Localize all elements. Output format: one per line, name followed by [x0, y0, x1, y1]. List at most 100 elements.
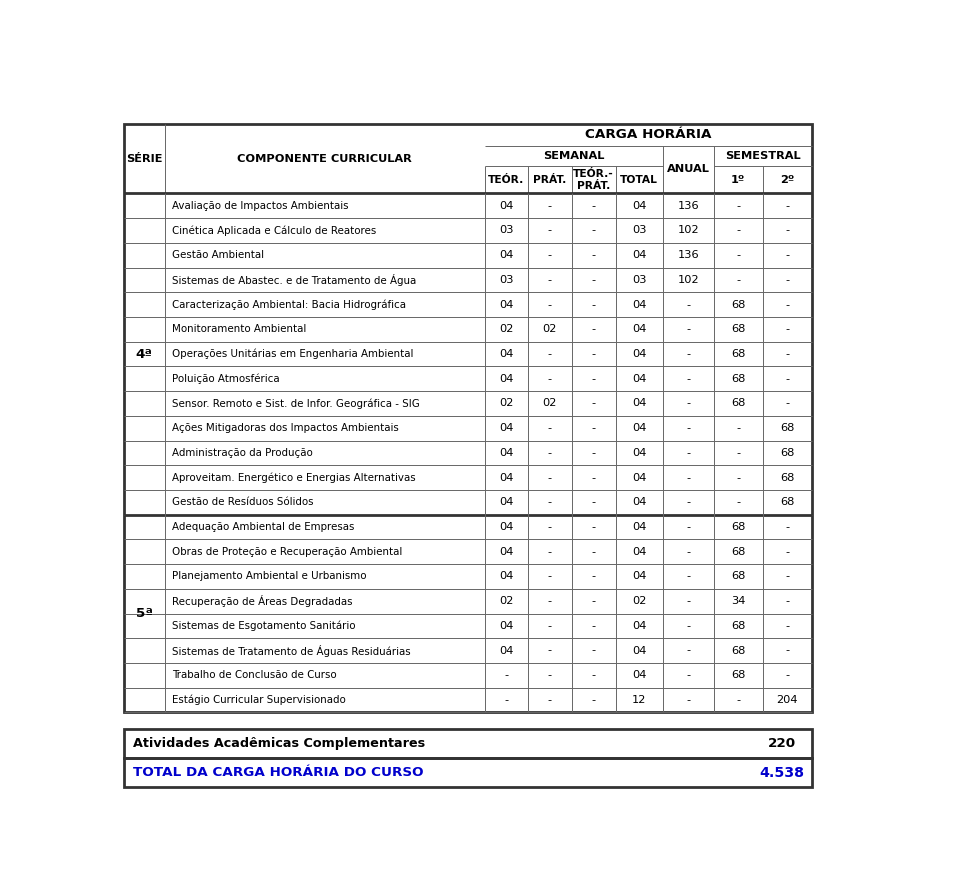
Text: 04: 04: [499, 299, 514, 310]
Text: 68: 68: [780, 472, 795, 482]
Text: TEÓR.: TEÓR.: [488, 175, 524, 185]
Text: 1º: 1º: [732, 175, 745, 185]
Text: -: -: [547, 596, 552, 607]
Text: -: -: [736, 250, 740, 260]
Text: -: -: [547, 547, 552, 557]
Text: Poluição Atmosférica: Poluição Atmosférica: [172, 374, 279, 384]
Text: -: -: [591, 497, 595, 507]
Text: 04: 04: [499, 646, 514, 655]
Text: Monitoramento Ambiental: Monitoramento Ambiental: [172, 324, 306, 334]
Text: 68: 68: [732, 299, 746, 310]
Text: -: -: [591, 596, 595, 607]
Text: -: -: [591, 572, 595, 582]
Text: Sistemas de Abastec. e de Tratamento de Água: Sistemas de Abastec. e de Tratamento de …: [172, 274, 417, 286]
Text: 03: 03: [632, 226, 647, 235]
Text: Atividades Acadêmicas Complementares: Atividades Acadêmicas Complementares: [132, 737, 424, 750]
Text: 4.538: 4.538: [759, 765, 804, 780]
Text: -: -: [547, 226, 552, 235]
Text: 04: 04: [499, 424, 514, 433]
Text: -: -: [785, 349, 789, 359]
Text: Sistemas de Esgotamento Sanitário: Sistemas de Esgotamento Sanitário: [172, 621, 355, 631]
Text: Operações Unitárias em Engenharia Ambiental: Operações Unitárias em Engenharia Ambien…: [172, 349, 414, 360]
Bar: [124, 758, 812, 787]
Text: 04: 04: [632, 670, 646, 680]
Text: -: -: [736, 472, 740, 482]
Text: Cinética Aplicada e Cálculo de Reatores: Cinética Aplicada e Cálculo de Reatores: [172, 226, 376, 235]
Text: PRÁT.: PRÁT.: [533, 175, 566, 185]
Text: 04: 04: [499, 201, 514, 210]
Text: 34: 34: [732, 596, 746, 607]
Text: 68: 68: [732, 646, 746, 655]
Text: Aproveitam. Energético e Energias Alternativas: Aproveitam. Energético e Energias Altern…: [172, 472, 416, 483]
Text: -: -: [785, 646, 789, 655]
Text: -: -: [591, 522, 595, 532]
Text: ANUAL: ANUAL: [667, 164, 709, 174]
Text: -: -: [591, 670, 595, 680]
Text: SÉRIE: SÉRIE: [126, 154, 162, 163]
Text: 204: 204: [777, 695, 798, 705]
Text: 04: 04: [632, 324, 646, 334]
Text: 04: 04: [632, 472, 646, 482]
Text: Recuperação de Áreas Degradadas: Recuperação de Áreas Degradadas: [172, 595, 352, 607]
Text: 02: 02: [499, 596, 514, 607]
Text: Ações Mitigadoras dos Impactos Ambientais: Ações Mitigadoras dos Impactos Ambientai…: [172, 424, 398, 433]
Text: -: -: [686, 572, 690, 582]
Bar: [124, 123, 812, 712]
Text: 04: 04: [499, 250, 514, 260]
Text: 04: 04: [499, 374, 514, 384]
Text: 68: 68: [732, 522, 746, 532]
Text: -: -: [736, 695, 740, 705]
Text: 03: 03: [499, 275, 514, 285]
Text: 4ª: 4ª: [135, 347, 153, 361]
Text: -: -: [785, 275, 789, 285]
Text: -: -: [591, 201, 595, 210]
Text: -: -: [736, 424, 740, 433]
Text: 68: 68: [732, 621, 746, 630]
Text: -: -: [686, 695, 690, 705]
Text: 04: 04: [499, 621, 514, 630]
Text: -: -: [547, 572, 552, 582]
Text: 2º: 2º: [780, 175, 795, 185]
Text: Adequação Ambiental de Empresas: Adequação Ambiental de Empresas: [172, 522, 354, 532]
Text: 04: 04: [499, 349, 514, 359]
Text: 04: 04: [632, 448, 646, 458]
Text: -: -: [686, 670, 690, 680]
Text: 68: 68: [732, 349, 746, 359]
Text: CARGA HORÁRIA: CARGA HORÁRIA: [585, 128, 711, 141]
Text: 04: 04: [632, 201, 646, 210]
Text: -: -: [736, 497, 740, 507]
Text: 04: 04: [632, 374, 646, 384]
Text: -: -: [785, 399, 789, 408]
Text: -: -: [547, 250, 552, 260]
Text: 04: 04: [499, 522, 514, 532]
Text: 02: 02: [499, 399, 514, 408]
Text: -: -: [785, 596, 789, 607]
Text: 02: 02: [542, 399, 557, 408]
Text: -: -: [547, 621, 552, 630]
Text: -: -: [686, 349, 690, 359]
Text: SEMESTRAL: SEMESTRAL: [725, 151, 801, 161]
Text: -: -: [547, 472, 552, 482]
Text: -: -: [785, 374, 789, 384]
Text: -: -: [547, 497, 552, 507]
Text: 5ª: 5ª: [135, 607, 153, 620]
Text: -: -: [686, 324, 690, 334]
Text: 102: 102: [678, 275, 699, 285]
Text: -: -: [785, 324, 789, 334]
Bar: [124, 729, 812, 758]
Text: 136: 136: [678, 201, 699, 210]
Text: TEÓR.-
PRÁT.: TEÓR.- PRÁT.: [573, 169, 614, 191]
Text: 04: 04: [632, 299, 646, 310]
Text: -: -: [591, 695, 595, 705]
Text: TOTAL: TOTAL: [620, 175, 659, 185]
Text: -: -: [547, 448, 552, 458]
Text: 12: 12: [632, 695, 646, 705]
Text: 04: 04: [632, 399, 646, 408]
Text: -: -: [785, 670, 789, 680]
Text: 04: 04: [632, 646, 646, 655]
Text: Sistemas de Tratamento de Águas Residuárias: Sistemas de Tratamento de Águas Residuár…: [172, 645, 411, 656]
Text: 68: 68: [732, 324, 746, 334]
Text: Gestão Ambiental: Gestão Ambiental: [172, 250, 264, 260]
Text: 04: 04: [499, 572, 514, 582]
Text: -: -: [591, 547, 595, 557]
